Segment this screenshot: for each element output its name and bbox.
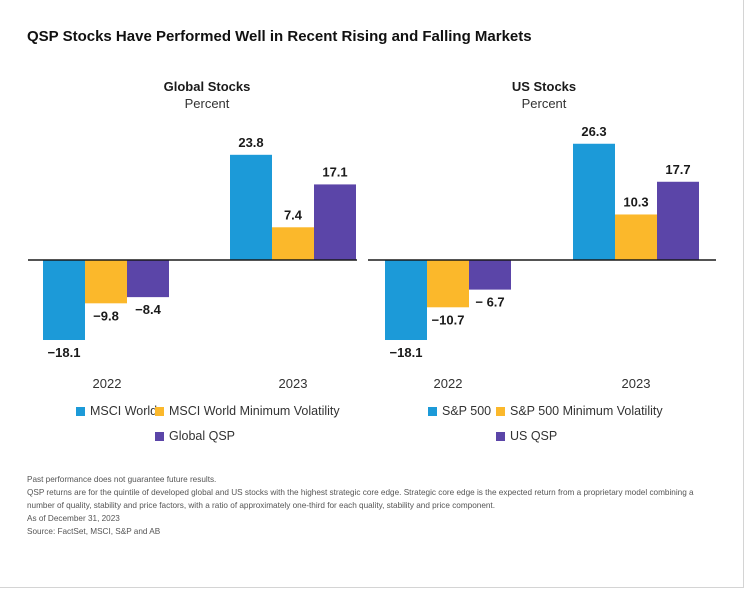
us-chart-title: US Stocks (511, 79, 577, 94)
legend-item-sp500: S&P 500 (428, 404, 491, 418)
footnote-methodology: QSP returns are for the quintile of deve… (27, 488, 694, 510)
us-chart-subtitle: Percent (521, 96, 567, 111)
global-chart-subtitle: Percent (184, 96, 230, 111)
legend-label: S&P 500 (442, 404, 492, 418)
data-label: −18.1 (48, 345, 81, 360)
bar-global-qsp-2022 (127, 260, 169, 298)
legend-label: US QSP (510, 429, 558, 443)
legend-item-sp500-min-vol: S&P 500 Minimum Volatility (496, 404, 663, 418)
data-label: 17.7 (665, 162, 690, 177)
x-tick-label: 2022 (93, 376, 122, 391)
data-label: − 6.7 (475, 295, 504, 310)
legend-item-global-qsp: Global QSP (155, 429, 235, 443)
x-tick-label: 2023 (279, 376, 308, 391)
legend-swatch-yellow (496, 406, 505, 416)
data-label: 7.4 (284, 207, 303, 222)
data-label: −9.8 (93, 308, 119, 323)
legend-swatch-yellow (155, 406, 164, 416)
x-tick-label: 2023 (622, 376, 651, 391)
bar-us-qsp-2022 (469, 260, 511, 290)
footnote-source: Source: FactSet, MSCI, S&P and AB (27, 527, 161, 536)
data-label: −18.1 (390, 345, 423, 360)
bar-s-p-500-minimum-volatility-2022 (427, 260, 469, 308)
legend-item-us-qsp: US QSP (496, 429, 557, 443)
data-label: −10.7 (432, 312, 465, 327)
bar-global-qsp-2023 (314, 184, 356, 260)
bar-msci-world-minimum-volatility-2023 (272, 227, 314, 260)
x-tick-label: 2022 (434, 376, 463, 391)
legend-swatch-blue (76, 406, 85, 416)
legend-label: S&P 500 Minimum Volatility (510, 404, 663, 418)
data-label: 10.3 (623, 194, 648, 209)
bar-s-p-500-minimum-volatility-2023 (615, 214, 657, 260)
legend-item-msci-world-min-vol: MSCI World Minimum Volatility (155, 404, 340, 418)
legend-label: Global QSP (169, 429, 236, 443)
bar-us-qsp-2023 (657, 181, 699, 260)
data-label: −8.4 (135, 302, 161, 317)
bar-msci-world-2023 (230, 154, 272, 260)
global-chart-title: Global Stocks (163, 79, 251, 94)
legend-swatch-purple (155, 431, 164, 441)
bar-msci-world-minimum-volatility-2022 (85, 260, 127, 304)
data-label: 17.1 (322, 164, 347, 179)
footnote-disclaimer: Past performance does not guarantee futu… (27, 475, 217, 484)
bar-s-p-500-2023 (573, 143, 615, 260)
legend-swatch-purple (496, 431, 505, 441)
legend-item-msci-world: MSCI World (76, 404, 157, 418)
footnote-date: As of December 31, 2023 (27, 514, 120, 523)
legend-label: MSCI World Minimum Volatility (169, 404, 340, 418)
bar-msci-world-2022 (43, 260, 85, 341)
data-label: 26.3 (581, 124, 606, 139)
footnotes: Past performance does not guarantee futu… (27, 473, 717, 538)
legend-label: MSCI World (90, 404, 158, 418)
page-title: QSP Stocks Have Performed Well in Recent… (27, 28, 532, 45)
bar-s-p-500-2022 (385, 260, 427, 341)
data-label: 23.8 (238, 135, 263, 150)
legend-swatch-blue (428, 406, 437, 416)
